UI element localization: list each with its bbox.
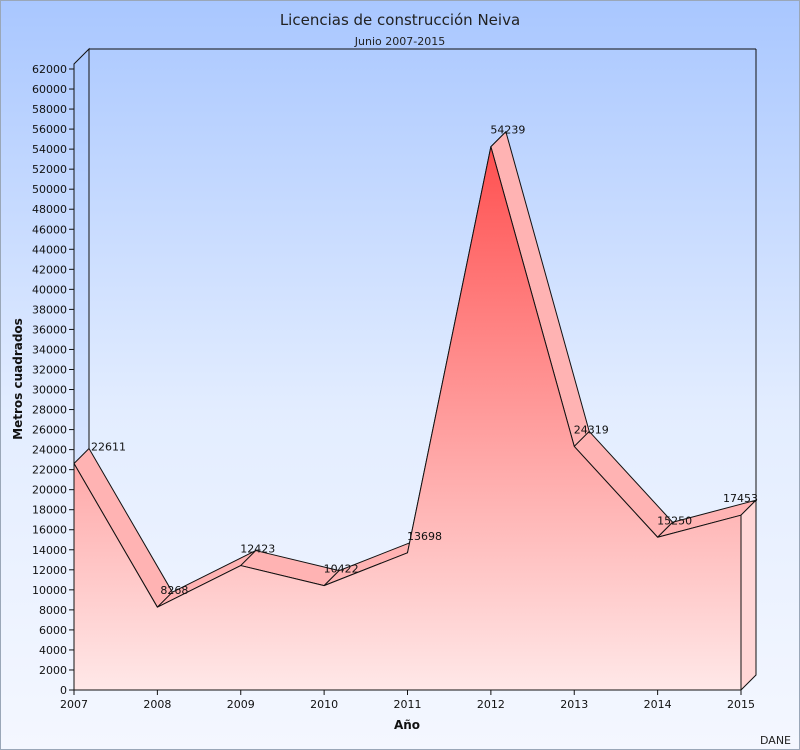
y-tick-label: 8000 bbox=[39, 604, 67, 617]
x-tick-label: 2010 bbox=[310, 698, 338, 711]
y-tick-label: 18000 bbox=[32, 504, 67, 517]
y-tick-label: 36000 bbox=[32, 323, 67, 336]
x-tick-label: 2007 bbox=[60, 698, 88, 711]
y-tick-label: 60000 bbox=[32, 83, 67, 96]
data-label: 8268 bbox=[160, 584, 188, 597]
y-tick-label: 26000 bbox=[32, 424, 67, 437]
x-tick-label: 2012 bbox=[477, 698, 505, 711]
data-label: 15250 bbox=[657, 514, 692, 527]
y-tick-label: 54000 bbox=[32, 143, 67, 156]
y-tick-label: 40000 bbox=[32, 283, 67, 296]
source-credit: DANE bbox=[760, 734, 791, 747]
y-tick-label: 34000 bbox=[32, 343, 67, 356]
y-tick-label: 12000 bbox=[32, 564, 67, 577]
y-tick-label: 58000 bbox=[32, 103, 67, 116]
y-tick-label: 0 bbox=[60, 684, 67, 697]
y-tick-label: 56000 bbox=[32, 123, 67, 136]
y-tick-label: 52000 bbox=[32, 163, 67, 176]
plot-area: 0 2000 4000 6000 8000 10000 12000 14000 16000 180… bbox=[32, 47, 758, 711]
x-tick-label: 2011 bbox=[394, 698, 422, 711]
area-end-cap bbox=[740, 498, 757, 692]
x-tick-label: 2015 bbox=[727, 698, 755, 711]
y-tick-label: 2000 bbox=[39, 664, 67, 677]
data-label: 17453 bbox=[723, 492, 758, 505]
data-label: 54239 bbox=[490, 124, 525, 137]
data-label: 13698 bbox=[407, 530, 442, 543]
y-tick-label: 42000 bbox=[32, 263, 67, 276]
x-tick-label: 2013 bbox=[560, 698, 588, 711]
y-tick-label: 32000 bbox=[32, 363, 67, 376]
y-tick-label: 4000 bbox=[39, 644, 67, 657]
y-tick-label: 28000 bbox=[32, 404, 67, 417]
y-tick-label: 44000 bbox=[32, 243, 67, 256]
area-series bbox=[73, 146, 742, 691]
y-tick-label: 24000 bbox=[32, 444, 67, 457]
data-label: 24319 bbox=[574, 423, 609, 436]
x-tick-label: 2014 bbox=[644, 698, 672, 711]
x-tick-label: 2008 bbox=[143, 698, 171, 711]
data-label: 12423 bbox=[240, 543, 275, 556]
chart-title: Licencias de construcción Neiva bbox=[280, 11, 520, 29]
y-axis-label: Metros cuadrados bbox=[11, 318, 25, 440]
y-tick-label: 30000 bbox=[32, 384, 67, 397]
y-tick-label: 46000 bbox=[32, 223, 67, 236]
y-tick-label: 20000 bbox=[32, 484, 67, 497]
y-tick-label: 62000 bbox=[32, 63, 67, 76]
y-tick-label: 10000 bbox=[32, 584, 67, 597]
x-tick-label: 2009 bbox=[227, 698, 255, 711]
y-tick-label: 50000 bbox=[32, 183, 67, 196]
y-tick-label: 22000 bbox=[32, 464, 67, 477]
y-tick-label: 48000 bbox=[32, 203, 67, 216]
y-tick-label: 38000 bbox=[32, 303, 67, 316]
data-label: 10422 bbox=[324, 563, 359, 576]
data-label: 22611 bbox=[91, 441, 126, 454]
y-tick-label: 16000 bbox=[32, 524, 67, 537]
chart-subtitle: Junio 2007-2015 bbox=[354, 35, 445, 48]
x-axis-label: Año bbox=[394, 718, 420, 732]
y-tick-label: 6000 bbox=[39, 624, 67, 637]
y-tick-label: 14000 bbox=[32, 544, 67, 557]
